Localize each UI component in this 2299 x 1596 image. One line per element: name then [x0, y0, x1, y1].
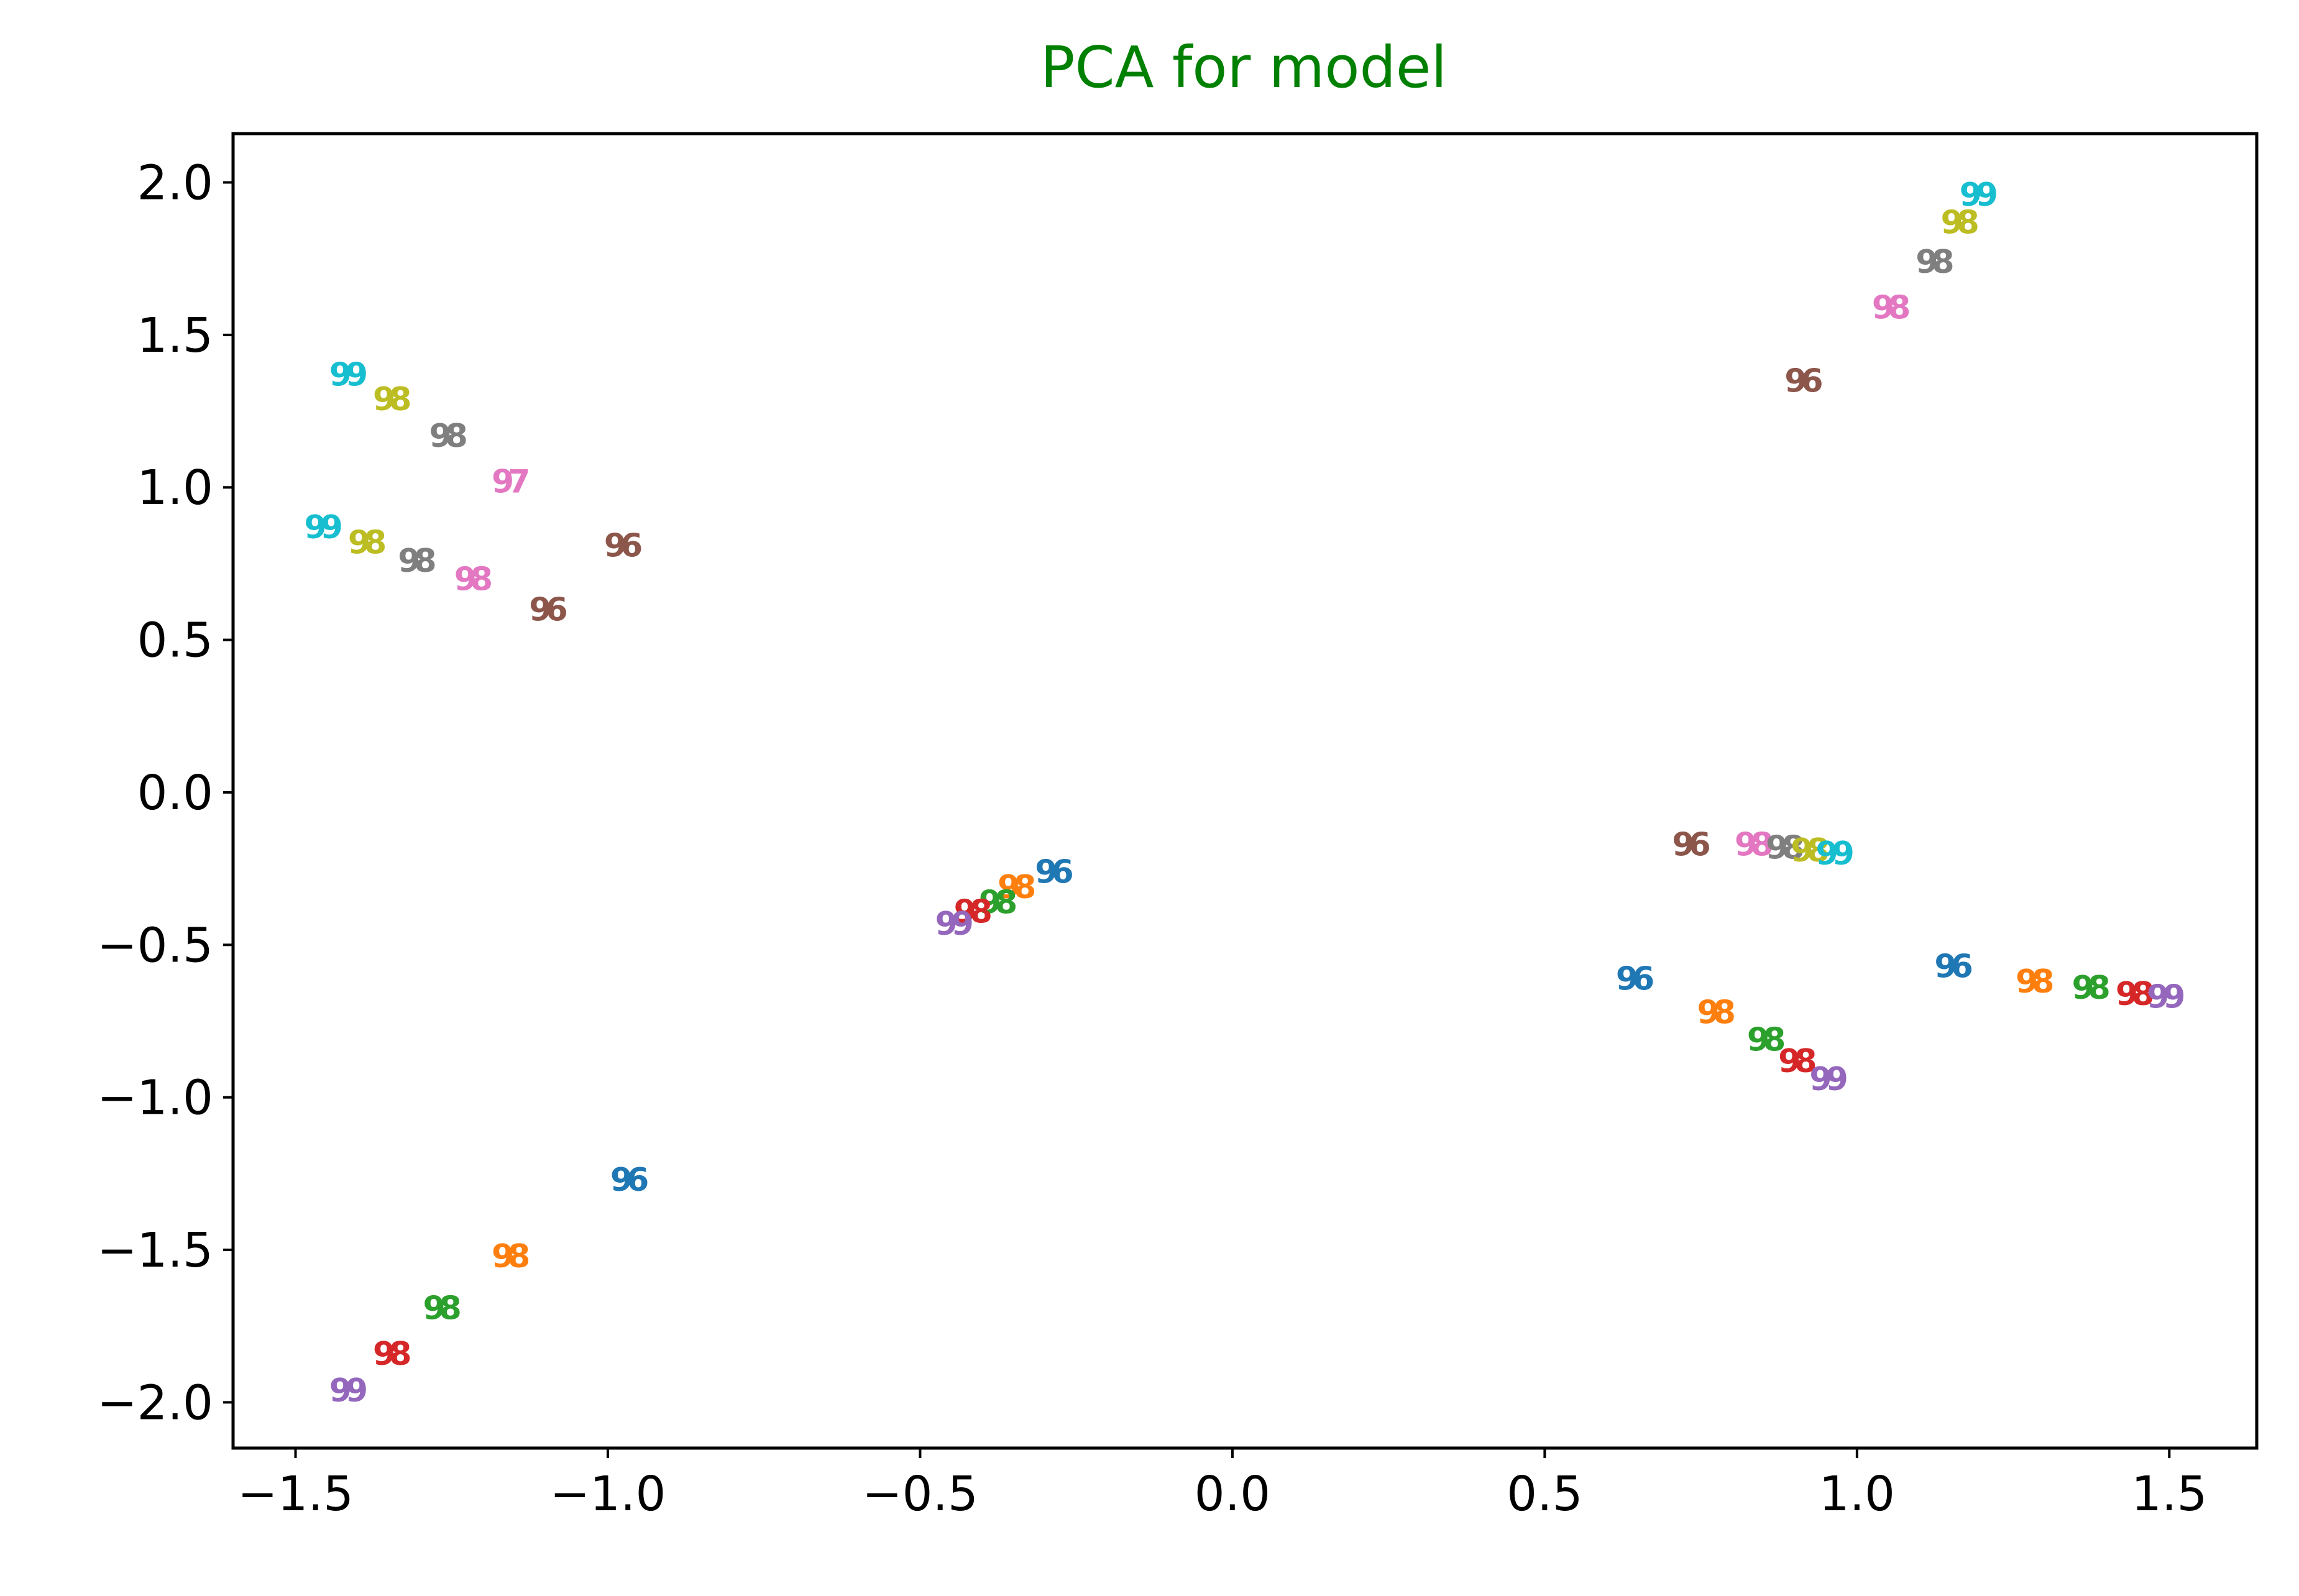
x-tick-label: −1.0: [549, 1467, 666, 1522]
data-point-label: 98: [2072, 970, 2108, 1007]
data-point-label: 98: [348, 525, 385, 562]
data-point-label: 99: [329, 357, 366, 394]
data-point-label: 98: [1697, 994, 1734, 1031]
data-point-label: 96: [610, 1162, 648, 1199]
data-point-label: 99: [2147, 979, 2183, 1016]
data-point-label: 98: [454, 561, 491, 598]
x-tick-label: −0.5: [862, 1467, 978, 1522]
y-tick-label: −0.5: [97, 918, 213, 973]
data-point-label: 96: [529, 592, 566, 629]
data-point-label: 96: [1616, 960, 1653, 998]
y-tick-label: −2.0: [97, 1375, 213, 1431]
x-tick-label: 0.5: [1507, 1467, 1582, 1522]
data-point-label: 99: [1960, 177, 1996, 214]
y-tick-label: 0.5: [137, 613, 213, 669]
data-point-label: 96: [1784, 362, 1822, 400]
data-point-label: 99: [1815, 835, 1852, 873]
data-point-label: 99: [935, 906, 971, 943]
data-point-label: 98: [398, 543, 434, 580]
data-point-label: 96: [1934, 948, 1971, 986]
data-point-label: 98: [429, 418, 466, 455]
y-tick-label: 1.5: [137, 308, 213, 364]
data-point-label: 98: [423, 1290, 459, 1327]
data-point-label: 96: [1035, 854, 1072, 891]
data-point-label: 98: [2016, 963, 2052, 1001]
data-point-label: 99: [1809, 1061, 1846, 1098]
data-point-label: 98: [492, 1238, 528, 1275]
data-point-label: 98: [373, 1336, 410, 1373]
axis-ticks: −1.5 −1.0 −0.5 0.0 0.5 1.0 1.5 2.0 1.5 1.0 0.5 0.0 −…: [97, 156, 2208, 1522]
data-point-label: 98: [373, 381, 410, 418]
y-tick-label: 2.0: [137, 156, 213, 211]
y-tick-label: 1.0: [137, 461, 213, 516]
y-tick-label: 0.0: [137, 766, 213, 821]
data-point-label: 99: [305, 509, 341, 546]
data-point-label: 97: [492, 463, 528, 500]
data-point-label: 98: [1872, 290, 1909, 327]
y-tick-label: −1.0: [97, 1071, 213, 1126]
x-tick-label: 0.0: [1195, 1467, 1270, 1522]
x-tick-label: 1.0: [1819, 1467, 1895, 1522]
data-point-label: 99: [329, 1372, 366, 1410]
x-tick-label: 1.5: [2131, 1467, 2207, 1522]
data-point-label: 98: [1916, 244, 1952, 281]
chart-title: PCA for model: [1040, 34, 1447, 101]
x-tick-label: −1.5: [237, 1467, 354, 1522]
plot-frame: [231, 132, 2259, 1450]
y-tick-label: −1.5: [97, 1223, 213, 1278]
data-point-label: 96: [604, 527, 641, 564]
data-point-label: 96: [1672, 826, 1709, 863]
